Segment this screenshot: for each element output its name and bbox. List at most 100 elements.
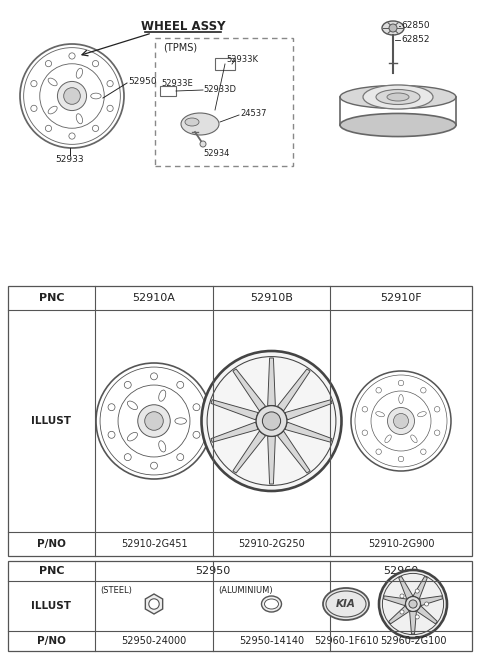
Text: (ALUMINIUM): (ALUMINIUM) [218,586,273,594]
Polygon shape [145,594,163,614]
Text: 52910-2G900: 52910-2G900 [368,539,434,549]
Polygon shape [417,606,437,624]
Polygon shape [389,606,409,624]
Circle shape [434,407,440,412]
Circle shape [93,60,99,67]
Text: P/NO: P/NO [37,539,66,549]
Bar [155,38,293,166]
Circle shape [64,88,80,104]
Circle shape [45,60,51,67]
Ellipse shape [91,93,101,99]
Circle shape [409,600,417,608]
Circle shape [69,53,75,59]
Text: 52933: 52933 [56,155,84,163]
Circle shape [93,125,99,131]
Ellipse shape [175,418,186,424]
Ellipse shape [323,588,369,620]
Text: P/NO: P/NO [37,636,66,646]
Circle shape [107,105,113,112]
Circle shape [394,413,408,428]
Circle shape [362,407,368,412]
Bar [160,86,176,96]
Ellipse shape [76,68,83,78]
Circle shape [31,105,37,112]
Ellipse shape [385,435,391,443]
Text: PNC: PNC [39,566,64,576]
Text: 52960-1F610: 52960-1F610 [314,636,378,646]
Circle shape [420,388,426,393]
Ellipse shape [418,412,426,417]
Circle shape [415,589,419,593]
Ellipse shape [387,93,409,101]
Ellipse shape [376,412,384,417]
Ellipse shape [159,441,166,452]
Ellipse shape [127,401,137,409]
Text: ILLUST: ILLUST [32,601,72,611]
Ellipse shape [264,599,278,609]
Circle shape [149,599,159,609]
Circle shape [69,133,75,139]
Text: KIA: KIA [336,599,356,609]
Polygon shape [277,431,310,473]
Polygon shape [233,369,265,411]
Text: (TPMS): (TPMS) [163,43,197,53]
Circle shape [387,407,415,434]
Text: ILLUST: ILLUST [32,416,72,426]
Circle shape [124,381,131,388]
Bar [8,286,472,556]
Circle shape [263,412,281,430]
Circle shape [389,24,397,32]
Text: 52960: 52960 [384,566,419,576]
Text: 52950: 52950 [195,566,230,576]
Polygon shape [233,431,265,473]
Circle shape [151,373,157,380]
Polygon shape [268,358,276,405]
Text: 52933K: 52933K [226,56,258,64]
Polygon shape [285,400,332,420]
Circle shape [202,351,341,491]
Ellipse shape [159,390,166,401]
Text: 52950: 52950 [128,77,156,87]
Circle shape [31,81,37,87]
Text: 52950-24000: 52950-24000 [121,636,187,646]
Text: 52960-2G100: 52960-2G100 [380,636,446,646]
Text: 62852: 62852 [401,35,430,45]
Text: 62850: 62850 [401,22,430,30]
Circle shape [415,615,419,619]
Bar [0,556,480,561]
Ellipse shape [340,113,456,136]
Bar [8,561,472,651]
Circle shape [398,457,404,462]
Circle shape [379,570,447,638]
Polygon shape [420,596,443,605]
Circle shape [177,454,184,461]
Ellipse shape [399,394,403,403]
Ellipse shape [411,435,417,443]
Ellipse shape [48,106,57,114]
Polygon shape [211,400,258,420]
Ellipse shape [76,113,83,124]
Polygon shape [211,422,258,442]
Circle shape [193,432,200,438]
Text: 52910B: 52910B [250,293,293,303]
Text: (STEEL): (STEEL) [100,586,132,594]
Circle shape [193,403,200,411]
Text: 52934: 52934 [203,150,229,159]
Circle shape [107,81,113,87]
Text: WHEEL ASSY: WHEEL ASSY [141,20,225,33]
Text: 52933D: 52933D [203,85,236,94]
Circle shape [400,610,404,614]
Ellipse shape [382,21,404,35]
Text: 52910F: 52910F [380,293,422,303]
Ellipse shape [127,432,137,441]
Circle shape [151,462,157,469]
Circle shape [434,430,440,436]
Text: 52933E: 52933E [161,79,193,87]
Text: 52910-2G250: 52910-2G250 [238,539,305,549]
Text: 52950-14140: 52950-14140 [239,636,304,646]
Polygon shape [409,611,416,634]
Ellipse shape [185,118,199,126]
Circle shape [398,380,404,386]
Polygon shape [398,577,413,599]
Polygon shape [413,577,427,599]
